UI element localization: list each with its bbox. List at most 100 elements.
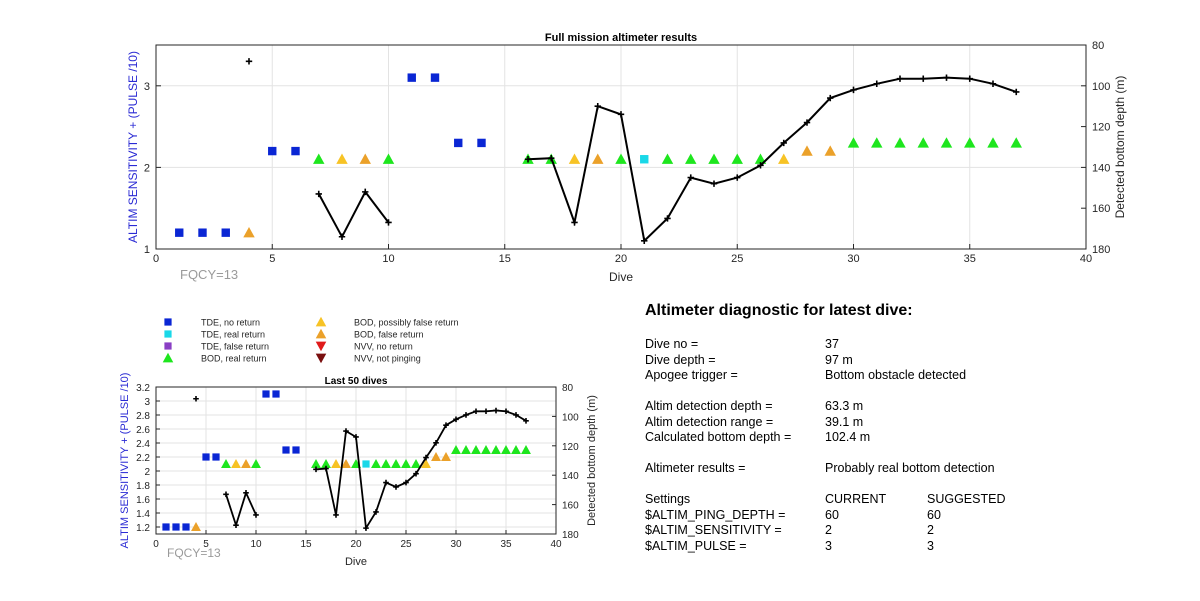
altim-range-value: 39.1 m <box>825 414 864 429</box>
dive-depth-value: 97 m <box>825 352 853 367</box>
bottom-depth-point <box>617 111 625 118</box>
bottom-depth-point <box>443 422 449 429</box>
tde-real-return-marker <box>362 460 370 468</box>
y2-tick-label: 120 <box>562 442 579 453</box>
y2-tick-label: 80 <box>562 383 574 394</box>
x-tick-label: 30 <box>847 253 859 265</box>
bod-real-return-marker <box>940 137 953 148</box>
bod-false-return-marker <box>824 145 836 156</box>
bottom-depth-point <box>803 119 811 126</box>
bottom-depth-point <box>503 408 509 415</box>
bod-real-return-marker <box>221 459 231 469</box>
bod-real-return-marker <box>411 459 421 469</box>
bod-real-return-marker <box>1010 137 1022 148</box>
y-tick-label: 2.2 <box>136 453 150 464</box>
bod-possibly-false-marker <box>331 459 341 469</box>
bottom-depth-point <box>413 470 419 477</box>
setting-suggested: 60 <box>927 507 941 522</box>
bod-false-return-marker <box>592 153 604 164</box>
y-tick-label: 1.6 <box>136 495 150 506</box>
bod-possibly-false-marker <box>421 459 431 469</box>
tde-no-return-marker <box>262 390 270 398</box>
y-tick-label: 3.2 <box>136 383 150 394</box>
tde-no-return-marker <box>430 73 440 82</box>
bottom-depth-point <box>433 440 439 446</box>
bod-real-return-marker <box>461 445 471 455</box>
bod-real-return-marker <box>661 153 674 164</box>
setting-suggested: 3 <box>927 538 934 553</box>
results-value: Probably real bottom detection <box>825 461 995 475</box>
bottom-depth-point <box>513 412 519 418</box>
tde-no-return-marker <box>175 228 184 237</box>
bottom-depth-point <box>548 155 555 162</box>
setting-name: $ALTIM_PULSE = <box>645 538 747 553</box>
bod-real-return-marker <box>521 445 531 455</box>
bottom-depth-point <box>920 75 927 82</box>
x-tick-label: 0 <box>153 539 159 550</box>
bod-real-return-marker <box>731 153 743 164</box>
bod-real-return-marker <box>871 137 883 148</box>
bod-false-return-marker <box>243 226 255 238</box>
legend: TDE, no return BOD, possibly false return… <box>162 316 459 364</box>
bottom-depth-point <box>383 479 389 486</box>
y-tick-label: 1 <box>144 244 150 256</box>
results-row: Altimeter results = Probably real bottom… <box>645 461 1065 477</box>
bod-false-return-marker <box>431 452 441 462</box>
bottom-depth-point <box>473 408 479 415</box>
bottom-depth-point <box>493 407 499 414</box>
altim-range-row: Altim detection range = 39.1 m <box>645 415 1065 431</box>
y-tick-label: 3 <box>144 81 150 93</box>
tde-real-return-marker <box>640 155 649 164</box>
bottom-depth-point <box>223 491 229 498</box>
bottom-depth-point <box>193 395 199 402</box>
x-tick-label: 25 <box>400 539 412 550</box>
bod-real-return-marker <box>321 459 331 469</box>
y2-tick-label: 120 <box>1092 122 1110 134</box>
y2-tick-label: 160 <box>1092 203 1110 215</box>
bod-false-return-marker <box>191 522 201 532</box>
bottom-depth-point <box>313 466 319 473</box>
y-tick-label: 2.6 <box>136 425 150 436</box>
bottom-depth-point <box>373 509 379 515</box>
x-tick-label: 20 <box>615 253 627 265</box>
bod-false-return-marker <box>241 459 251 469</box>
y2-axis-label: Detected bottom depth (m) <box>1113 76 1127 219</box>
dive-no-value: 37 <box>825 337 839 351</box>
bod-real-return-marker <box>313 153 325 164</box>
y-tick-label: 1.2 <box>136 523 150 534</box>
legend-label: NVV, no return <box>354 342 413 352</box>
bottom-depth-line <box>225 490 257 529</box>
setting-name: $ALTIM_SENSITIVITY = <box>645 523 782 537</box>
legend-marker <box>162 352 174 363</box>
bod-real-return-marker <box>381 459 391 469</box>
bod-real-return-marker <box>847 137 860 148</box>
y2-axis-label: Detected bottom depth (m) <box>586 395 598 526</box>
x-tick-label: 30 <box>450 539 462 550</box>
fqcy-annotation: FQCY=13 <box>167 546 221 560</box>
legend-marker <box>315 328 327 339</box>
calc-depth-row: Calculated bottom depth = 102.4 m <box>645 430 1065 446</box>
tde-no-return-marker <box>282 446 290 454</box>
bottom-depth-point <box>343 428 349 434</box>
diagnostic-title: Altimeter diagnostic for latest dive: <box>645 302 913 319</box>
bod-false-return-marker <box>441 452 451 462</box>
bod-possibly-false-marker <box>336 153 348 164</box>
y-tick-label: 2.8 <box>136 411 150 422</box>
dive-no-label: Dive no = <box>645 337 699 351</box>
bottom-depth-point <box>253 512 259 518</box>
dive-no-row: Dive no = 37 <box>645 337 1065 353</box>
bottom-depth-point <box>896 75 904 82</box>
chart-title: Last 50 dives <box>325 376 388 387</box>
bottom-depth-point <box>827 94 834 102</box>
bod-real-return-marker <box>708 153 720 164</box>
altim-depth-label: Altim detection depth = <box>645 399 773 413</box>
legend-marker <box>164 318 172 326</box>
x-axis-label: Dive <box>345 556 367 568</box>
altim-depth-row: Altim detection depth = 63.3 m <box>645 399 1065 415</box>
bod-real-return-marker <box>987 137 999 148</box>
setting-suggested: 2 <box>927 523 934 537</box>
setting-name: $ALTIM_PING_DEPTH = <box>645 507 786 522</box>
bod-real-return-marker <box>964 137 976 148</box>
settings-header-row: Settings CURRENT SUGGESTED <box>645 492 1065 508</box>
altimeter-diagnostic-panel: Altimeter diagnostic for latest dive: Di… <box>645 301 1065 554</box>
